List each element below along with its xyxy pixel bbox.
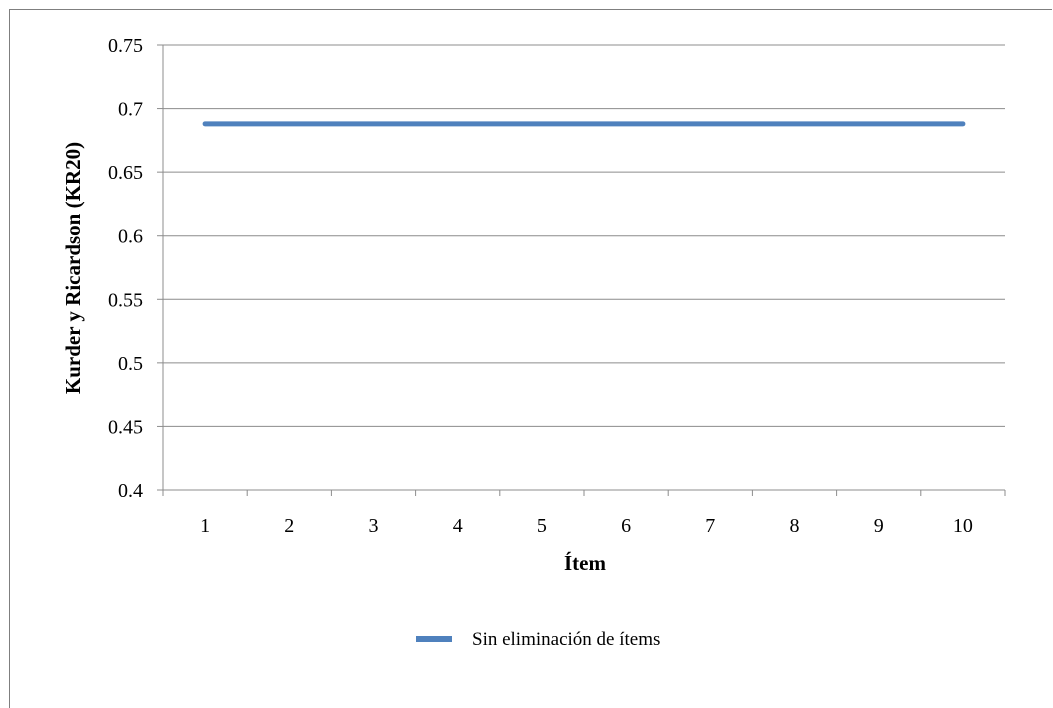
y-tick-label: 0.5 [118, 353, 143, 375]
legend: Sin eliminación de ítems [416, 629, 660, 650]
x-tick-label: 4 [453, 515, 463, 537]
x-tick-label: 2 [284, 515, 294, 537]
y-tick-label: 0.65 [108, 162, 143, 184]
x-tick-label: 5 [537, 515, 547, 537]
x-tick-label: 7 [705, 515, 715, 537]
y-tick-label: 0.75 [108, 35, 143, 57]
y-tick-label: 0.7 [118, 99, 143, 121]
chart-frame [9, 9, 1052, 708]
x-tick-label: 3 [369, 515, 379, 537]
x-tick-label: 6 [621, 515, 631, 537]
legend-label: Sin eliminación de ítems [472, 629, 660, 650]
x-tick-label: 9 [874, 515, 884, 537]
y-tick-label: 0.6 [118, 226, 143, 248]
y-tick-label: 0.45 [108, 416, 143, 438]
x-tick-label: 8 [790, 515, 800, 537]
y-tick-label: 0.4 [118, 480, 143, 502]
x-tick-label: 1 [200, 515, 210, 537]
y-tick-label: 0.55 [108, 289, 143, 311]
y-axis-title: Kurder y Ricardson (KR20) [61, 142, 85, 394]
x-tick-label: 10 [953, 515, 973, 537]
x-axis-title: Ítem [564, 551, 606, 575]
x-tick-labels: 1 2 3 4 5 6 7 8 9 10 [200, 515, 973, 537]
y-tick-labels: 0.4 0.45 0.5 0.55 0.6 0.65 0.7 0.75 [108, 35, 143, 502]
gridlines [157, 44, 1006, 496]
